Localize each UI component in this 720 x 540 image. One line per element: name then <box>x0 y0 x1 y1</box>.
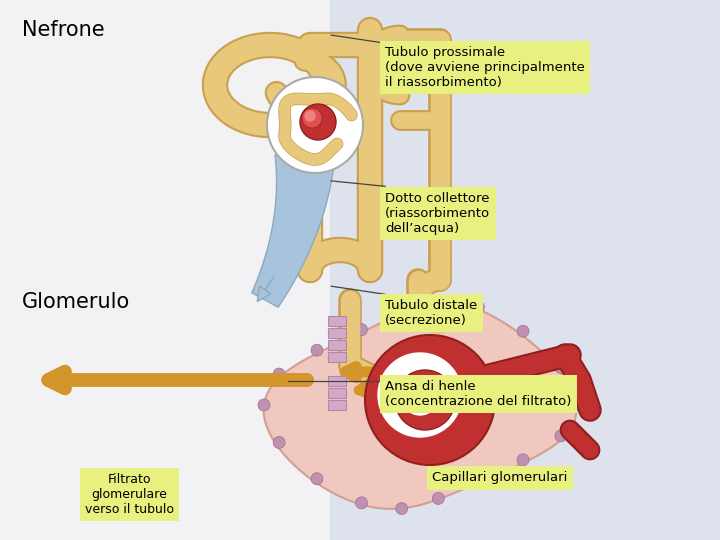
Circle shape <box>517 325 529 337</box>
Text: Tubulo distale
(secrezione): Tubulo distale (secrezione) <box>385 299 477 327</box>
Circle shape <box>356 323 367 336</box>
Circle shape <box>517 454 529 466</box>
Circle shape <box>378 353 462 437</box>
Circle shape <box>432 295 444 307</box>
Circle shape <box>258 399 270 411</box>
Text: Glomerulo: Glomerulo <box>22 292 130 313</box>
Circle shape <box>396 503 408 515</box>
Circle shape <box>273 368 285 380</box>
Circle shape <box>396 306 408 318</box>
Circle shape <box>300 104 336 140</box>
Circle shape <box>395 370 455 430</box>
Bar <box>328 340 346 350</box>
Bar <box>328 316 346 326</box>
Bar <box>328 376 346 386</box>
Circle shape <box>570 399 582 411</box>
Circle shape <box>472 474 485 487</box>
Circle shape <box>356 497 367 509</box>
Circle shape <box>555 361 567 374</box>
Text: Filtrato
glomerulare
verso il tubulo: Filtrato glomerulare verso il tubulo <box>85 472 174 516</box>
Circle shape <box>311 473 323 485</box>
Bar <box>328 352 346 362</box>
Circle shape <box>432 492 444 504</box>
Polygon shape <box>252 155 335 307</box>
Circle shape <box>365 335 495 465</box>
Text: Capillari glomerulari: Capillari glomerulari <box>432 471 567 484</box>
Text: Tubulo prossimale
(dove avviene principalmente
il riassorbimento): Tubulo prossimale (dove avviene principa… <box>385 46 585 89</box>
Circle shape <box>555 430 567 442</box>
Circle shape <box>402 379 438 415</box>
Circle shape <box>302 108 322 128</box>
Circle shape <box>273 436 285 449</box>
Text: Dotto collettore
(riassorbimento
dell’acqua): Dotto collettore (riassorbimento dell’ac… <box>385 192 490 235</box>
Circle shape <box>311 344 323 356</box>
Bar <box>328 328 346 338</box>
Bar <box>328 388 346 398</box>
Bar <box>328 400 346 410</box>
Circle shape <box>305 111 315 121</box>
Text: Nefrone: Nefrone <box>22 19 104 40</box>
Circle shape <box>267 77 363 173</box>
Text: Ansa di henle
(concentrazione del filtrato): Ansa di henle (concentrazione del filtra… <box>385 380 572 408</box>
Circle shape <box>472 301 485 313</box>
Polygon shape <box>264 301 576 509</box>
Circle shape <box>412 390 432 410</box>
Bar <box>330 0 720 540</box>
